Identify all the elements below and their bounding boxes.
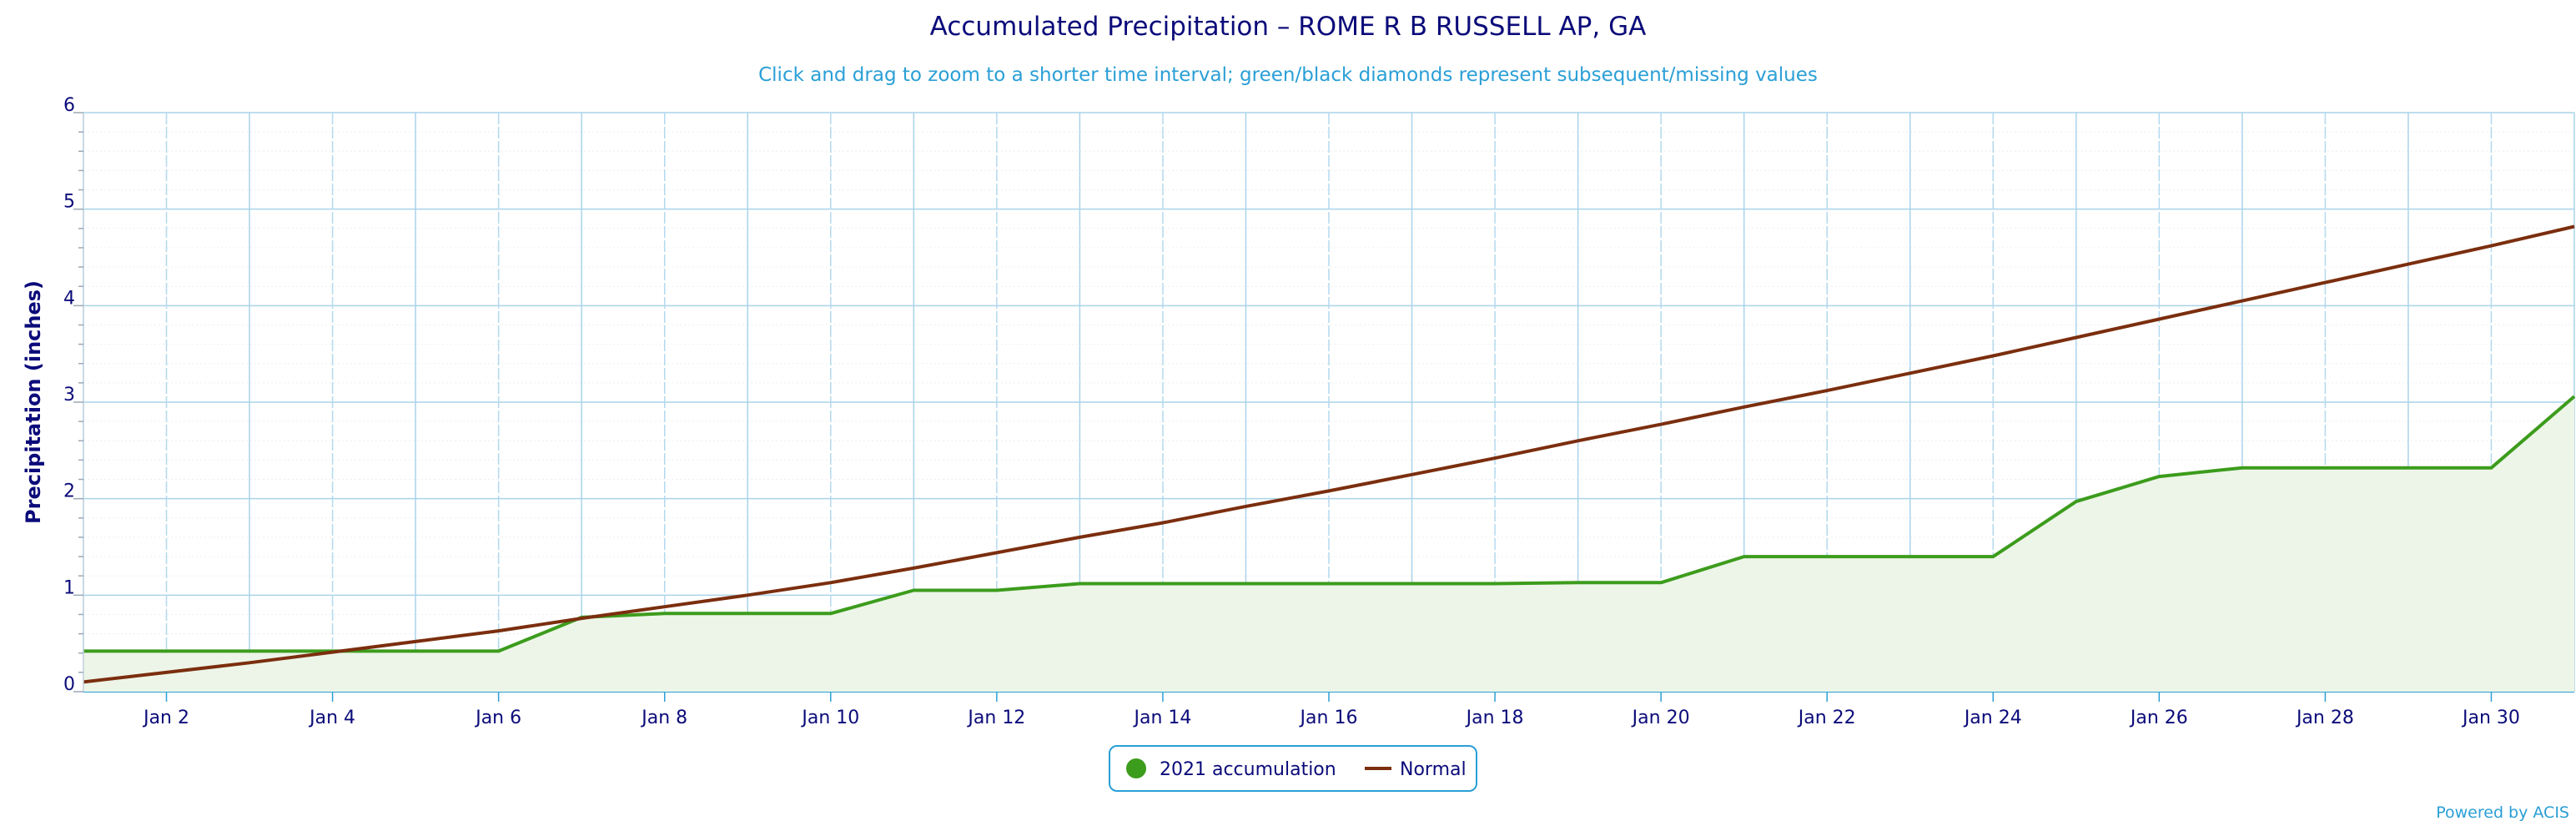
data-point-2021-accumulation[interactable] [1905, 552, 1915, 562]
data-point-normal[interactable] [1074, 532, 1084, 542]
data-point-2021-accumulation[interactable] [2320, 463, 2330, 473]
data-point-2021-accumulation[interactable] [742, 608, 752, 618]
series-area-2021-accumulation [83, 396, 2574, 692]
data-point-2021-accumulation[interactable] [1407, 578, 1417, 588]
data-point-normal[interactable] [2320, 278, 2330, 288]
data-point-2021-accumulation[interactable] [1158, 578, 1168, 588]
series-line-2021-accumulation[interactable] [83, 395, 2576, 653]
data-point-normal[interactable] [1324, 486, 1334, 496]
data-point-normal[interactable] [1573, 436, 1583, 446]
x-tick-label: Jan 18 [1465, 708, 1524, 728]
y-axis-title: Precipitation (inches) [22, 280, 45, 524]
credit-link[interactable]: Powered by ACIS [2436, 803, 2569, 821]
legend-label-2021-accumulation: 2021 accumulation [1160, 759, 1336, 780]
data-point-normal[interactable] [992, 547, 1002, 557]
data-point-normal[interactable] [162, 667, 172, 677]
y-tick-label: 6 [63, 95, 75, 116]
x-tick-label: Jan 4 [308, 708, 355, 728]
x-tick-label: Jan 12 [966, 708, 1025, 728]
data-point-2021-accumulation[interactable] [162, 646, 172, 656]
data-point-2021-accumulation[interactable] [1573, 577, 1583, 587]
x-tick-label: Jan 14 [1132, 708, 1191, 728]
data-point-normal[interactable] [742, 590, 752, 600]
x-tick-label: Jan 6 [474, 708, 521, 728]
data-point-normal[interactable] [2071, 333, 2081, 343]
data-point-normal[interactable] [908, 563, 918, 573]
data-point-normal[interactable] [2403, 259, 2413, 269]
data-point-2021-accumulation[interactable] [2154, 471, 2164, 481]
y-tick-label: 0 [63, 674, 75, 695]
data-point-2021-accumulation[interactable] [1074, 578, 1084, 588]
legend: 2021 accumulation Normal [1109, 745, 1477, 792]
data-point-2021-accumulation[interactable] [1240, 578, 1250, 588]
data-point-normal[interactable] [1905, 368, 1915, 378]
data-point-normal[interactable] [1988, 350, 1998, 360]
legend-item-normal[interactable]: Normal [1365, 759, 1467, 780]
y-tick-label: 5 [63, 192, 75, 213]
data-point-normal[interactable] [826, 577, 836, 587]
y-tick-label: 1 [63, 577, 75, 598]
x-tick-label: Jan 26 [2129, 708, 2188, 728]
data-point-normal[interactable] [1158, 518, 1168, 528]
chart-title: Accumulated Precipitation – ROME R B RUS… [930, 12, 1647, 42]
data-point-2021-accumulation[interactable] [410, 646, 420, 656]
data-point-normal[interactable] [1739, 402, 1749, 412]
legend-box [1109, 745, 1477, 792]
data-point-normal[interactable] [1407, 470, 1417, 480]
data-point-normal[interactable] [1490, 453, 1500, 463]
y-tick-label: 3 [63, 385, 75, 405]
data-point-normal[interactable] [328, 647, 338, 657]
data-point-2021-accumulation[interactable] [2071, 496, 2081, 506]
legend-item-2021-accumulation[interactable]: 2021 accumulation [1126, 758, 1336, 780]
data-point-2021-accumulation[interactable] [1656, 577, 1666, 587]
data-point-normal[interactable] [2237, 296, 2247, 306]
data-point-normal[interactable] [494, 626, 504, 636]
data-point-2021-accumulation[interactable] [826, 608, 836, 618]
data-point-2021-accumulation[interactable] [2403, 463, 2413, 473]
line-layer [83, 224, 2576, 684]
x-tick-label: Jan 10 [800, 708, 859, 728]
data-point-2021-accumulation[interactable] [2237, 463, 2247, 473]
x-tick-label: Jan 16 [1299, 708, 1358, 728]
data-point-normal[interactable] [1656, 420, 1666, 430]
data-point-2021-accumulation[interactable] [1490, 578, 1500, 588]
area-layer [83, 396, 2574, 692]
data-point-2021-accumulation[interactable] [494, 646, 504, 656]
data-point-2021-accumulation[interactable] [908, 586, 918, 596]
data-point-normal[interactable] [1822, 385, 1832, 395]
x-tick-label: Jan 8 [640, 708, 687, 728]
x-tick-label: Jan 22 [1797, 708, 1856, 728]
data-point-normal[interactable] [1240, 501, 1250, 511]
data-point-2021-accumulation[interactable] [1822, 552, 1832, 562]
data-point-2021-accumulation[interactable] [992, 586, 1002, 596]
legend-swatch-2021-accumulation [1126, 758, 1146, 778]
data-point-2021-accumulation[interactable] [1988, 552, 1998, 562]
y-tick-label: 4 [63, 288, 75, 309]
axis-layer: 0 1 2 3 4 5 6 Jan 2 Jan 4 Jan 6 Jan 8 Jan 10 Jan 12 J… [63, 95, 2520, 728]
data-point-normal[interactable] [660, 602, 670, 612]
x-tick-label: Jan 24 [1963, 708, 2022, 728]
data-point-2021-accumulation[interactable] [244, 646, 254, 656]
data-point-normal[interactable] [244, 657, 254, 667]
y-tick-label: 2 [63, 481, 75, 502]
x-tick-label: Jan 28 [2295, 708, 2354, 728]
data-point-normal[interactable] [410, 637, 420, 647]
data-point-normal[interactable] [2154, 315, 2164, 325]
legend-label-normal: Normal [1400, 759, 1467, 780]
data-point-2021-accumulation[interactable] [2486, 463, 2496, 473]
data-point-2021-accumulation[interactable] [1739, 552, 1749, 562]
x-tick-label: Jan 2 [142, 708, 189, 728]
x-tick-label: Jan 20 [1631, 708, 1690, 728]
series-line-normal[interactable] [83, 224, 2575, 684]
x-tick-label: Jan 30 [2461, 708, 2520, 728]
data-point-normal[interactable] [576, 613, 586, 623]
data-point-2021-accumulation[interactable] [1324, 578, 1334, 588]
data-point-normal[interactable] [2486, 241, 2496, 251]
chart-subtitle: Click and drag to zoom to a shorter time… [758, 64, 1818, 86]
